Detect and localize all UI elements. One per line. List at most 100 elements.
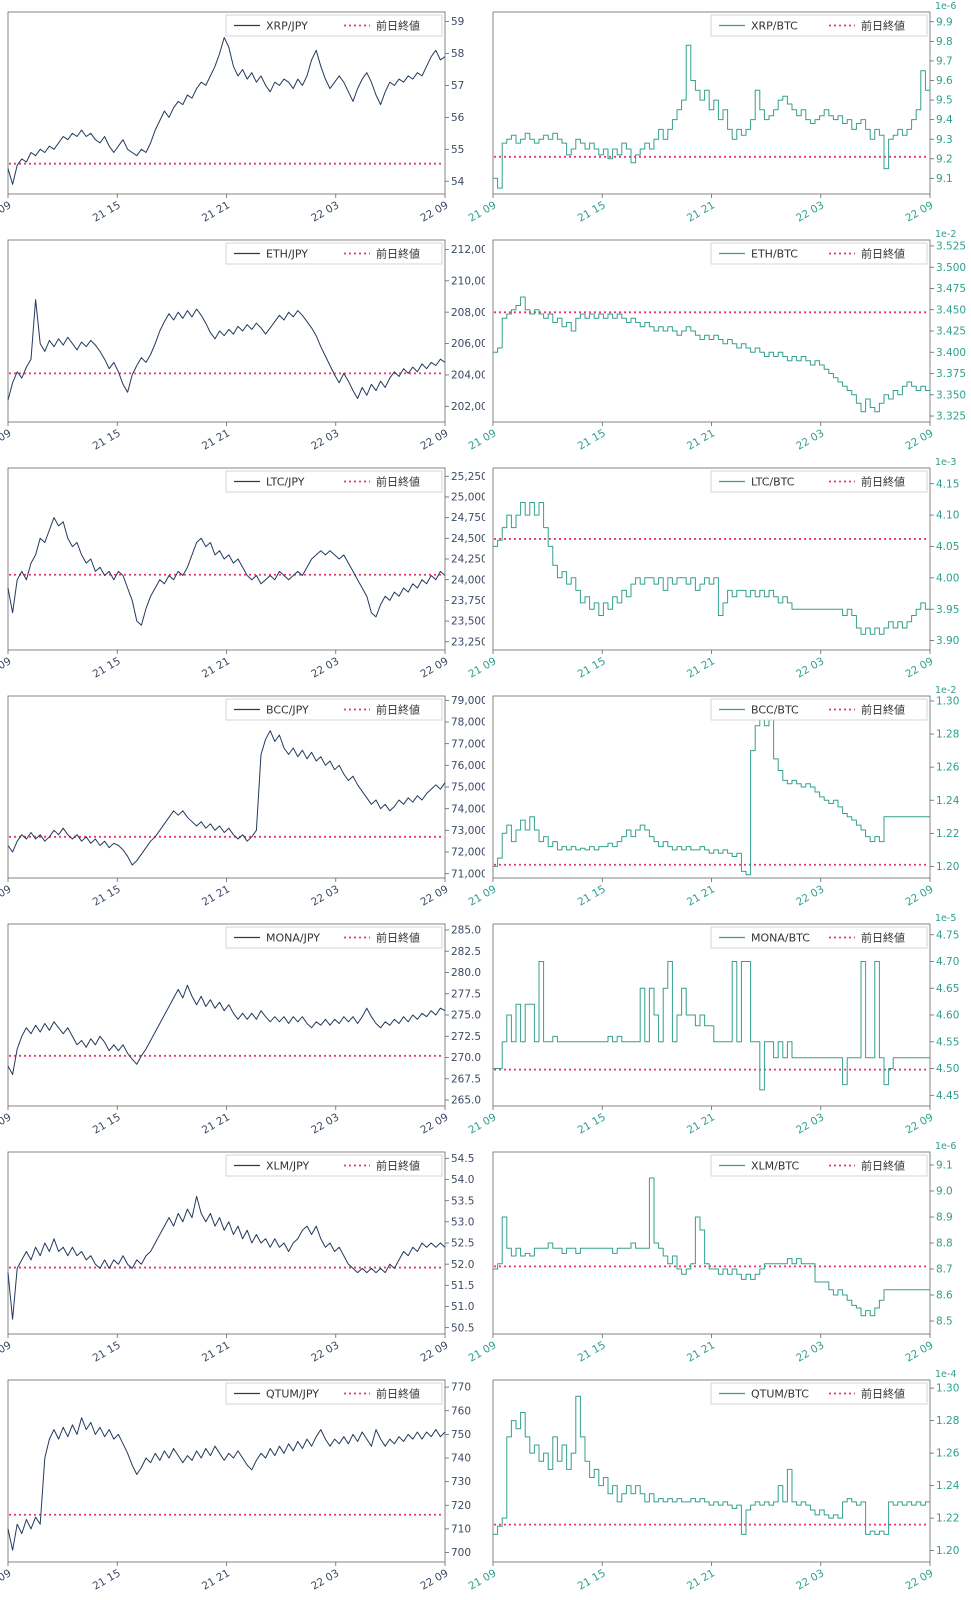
- y-tick-label: 76,000: [451, 760, 488, 772]
- x-tick-label: 21 21: [685, 655, 717, 680]
- legend-prev-close-label: 前日終値: [861, 1158, 905, 1172]
- y-tick-label: 700: [451, 1547, 471, 1559]
- x-tick-label: 21 21: [200, 1339, 232, 1364]
- plot-frame: [7, 239, 446, 423]
- chart-panel-ltc-btc: 3.90 3.95 4.00 4.05 4.10 4.15 21 09 21 15 21 21 2…: [466, 456, 971, 684]
- price-line: [493, 717, 930, 876]
- y-tick-label: 9.2: [936, 153, 953, 165]
- y-tick-label: 265.0: [451, 1095, 481, 1107]
- x-tick-label: 22 03: [794, 1111, 826, 1136]
- y-tick-label: 4.65: [936, 983, 959, 995]
- legend-box: [710, 1154, 928, 1177]
- price-line: [493, 502, 931, 635]
- y-tick-label: 9.9: [936, 16, 953, 28]
- legend-box: [710, 470, 928, 493]
- y-tick-label: 3.90: [936, 635, 959, 647]
- y-tick-label: 74,000: [451, 803, 488, 815]
- legend-prev-close-label: 前日終値: [376, 474, 420, 488]
- x-tick-label: 21 21: [200, 1111, 232, 1136]
- x-tick-label: 22 03: [309, 199, 341, 224]
- y-tick-label: 53.0: [451, 1216, 474, 1228]
- y-tick-label: 4.15: [936, 478, 959, 490]
- y-tick-label: 57: [451, 80, 464, 92]
- price-line: [493, 1177, 930, 1317]
- y-axis: 4.45 4.50 4.55 4.60 4.65 4.70 4.75: [930, 929, 959, 1102]
- y-tick-label: 3.95: [936, 604, 959, 616]
- x-tick-label: 22 03: [794, 655, 826, 680]
- y-tick-label: 23,250: [451, 636, 488, 648]
- y-tick-label: 58: [451, 48, 464, 60]
- legend-pair-label: XRP/JPY: [266, 19, 308, 32]
- y-tick-label: 770: [451, 1382, 471, 1394]
- legend-pair-label: LTC/JPY: [266, 475, 305, 488]
- y-tick-label: 53.5: [451, 1195, 474, 1207]
- legend-pair-label: BCC/BTC: [751, 703, 799, 716]
- x-tick-label: 22 09: [903, 655, 935, 680]
- chart-canvas: 3.325 3.350 3.375 3.400 3.425 3.450 3.475 3.500…: [466, 229, 966, 453]
- legend-prev-close-label: 前日終値: [376, 702, 420, 716]
- chart-canvas: 54 55 56 57 58 59 21 09 21 15 21 21 22 03 22 09 XRP…: [0, 11, 465, 225]
- x-tick-label: 21 09: [0, 883, 14, 908]
- x-tick-label: 22 09: [903, 1339, 935, 1364]
- chart-panel-xrp-jpy: 54 55 56 57 58 59 21 09 21 15 21 21 22 03 22 09 XRP…: [0, 0, 485, 228]
- chart-canvas: 9.19.29.39.49.59.69.79.89.921 09 21 15 21 …: [466, 1, 956, 225]
- x-tick-label: 22 09: [903, 883, 935, 908]
- legend-prev-close-label: 前日終値: [376, 1158, 420, 1172]
- y-tick-label: 730: [451, 1476, 471, 1488]
- x-tick-label: 22 03: [794, 1339, 826, 1364]
- chart-canvas: 8.58.68.78.88.99.09.121 09 21 15 21 21 22 0…: [466, 1141, 956, 1365]
- chart-panel-bcc-jpy: 71,000 72,000 73,000 74,000 75,000 76,000 77,0…: [0, 684, 488, 912]
- y-tick-label: 282.5: [451, 946, 481, 958]
- x-tick-label: 21 09: [0, 199, 14, 224]
- chart-canvas: 265.0 267.5 270.0 272.5 275.0 277.5 280.0 282.5…: [0, 923, 481, 1137]
- y-tick-label: 3.450: [936, 304, 966, 316]
- y-tick-label: 4.05: [936, 541, 959, 553]
- x-tick-label: 21 15: [576, 883, 608, 908]
- y-tick-label: 1.24: [936, 1480, 960, 1492]
- chart-panel-ltc-jpy: 23,250 23,500 23,750 24,000 24,250 24,500 24,7…: [0, 456, 488, 684]
- y-tick-label: 9.1: [936, 1160, 953, 1172]
- y-axis: 1.20 1.22 1.24 1.26 1.28 1.30: [930, 696, 960, 873]
- y-tick-label: 710: [451, 1524, 471, 1536]
- legend-box: [710, 1382, 928, 1405]
- y-tick-label: 3.325: [936, 411, 966, 423]
- x-tick-label: 21 09: [0, 427, 14, 452]
- price-line: [493, 961, 930, 1091]
- x-tick-label: 21 15: [91, 199, 123, 224]
- chart-canvas: 71,000 72,000 73,000 74,000 75,000 76,000 77,0…: [0, 695, 488, 909]
- x-tick-label: 21 15: [576, 427, 608, 452]
- x-tick-label: 21 21: [685, 1111, 717, 1136]
- price-line: [493, 44, 931, 189]
- y-axis: 202,000 204,000 206,000 208,000 210,000 212,0…: [445, 244, 494, 413]
- y-axis: 50.5 51.0 51.5 52.0 52.5 53.0 53.5 54.0 54.5: [445, 1153, 474, 1334]
- axis-scale-note: 1e-5: [935, 913, 956, 924]
- plot-frame: [7, 695, 446, 879]
- y-tick-label: 56: [451, 112, 465, 124]
- legend: MONA/JPY 前日終値: [225, 926, 443, 949]
- legend: XLM/BTC 前日終値: [710, 1154, 928, 1177]
- x-tick-label: 21 09: [0, 655, 14, 680]
- y-tick-label: 24,250: [451, 554, 488, 566]
- legend: XRP/BTC 前日終値: [710, 14, 928, 37]
- plot-frame: [492, 467, 931, 651]
- price-line: [7, 517, 446, 626]
- y-tick-label: 23,750: [451, 595, 488, 607]
- y-tick-label: 1.22: [936, 828, 959, 840]
- x-tick-label: 22 03: [309, 427, 341, 452]
- y-tick-label: 8.7: [936, 1264, 953, 1276]
- legend-box: [225, 1154, 443, 1177]
- x-tick-label: 22 03: [309, 655, 341, 680]
- x-tick-label: 21 21: [200, 199, 232, 224]
- chart-canvas: 202,000 204,000 206,000 208,000 210,000 212,0…: [0, 239, 494, 453]
- x-tick-label: 21 15: [576, 655, 608, 680]
- x-tick-label: 21 15: [576, 1339, 608, 1364]
